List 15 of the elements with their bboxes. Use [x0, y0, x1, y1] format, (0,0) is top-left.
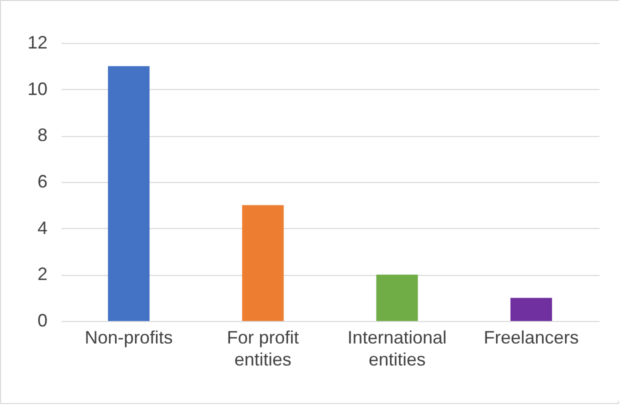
y-tick-label: 6 — [37, 172, 48, 192]
x-tick-label: International entities — [348, 328, 447, 370]
y-tick-label: 0 — [37, 310, 48, 330]
bar — [242, 205, 284, 321]
x-tick-label: Non-profits — [84, 328, 173, 348]
x-tick-label: For profit entities — [226, 328, 299, 370]
bar — [510, 298, 552, 321]
x-tick-label: Freelancers — [484, 328, 579, 348]
y-tick-label: 4 — [37, 218, 48, 238]
y-tick-label: 10 — [27, 78, 48, 99]
bar — [376, 274, 418, 321]
y-tick-label: 2 — [37, 264, 48, 284]
y-tick-label: 8 — [37, 125, 48, 146]
bar — [108, 66, 150, 321]
y-tick-label: 12 — [27, 32, 48, 52]
